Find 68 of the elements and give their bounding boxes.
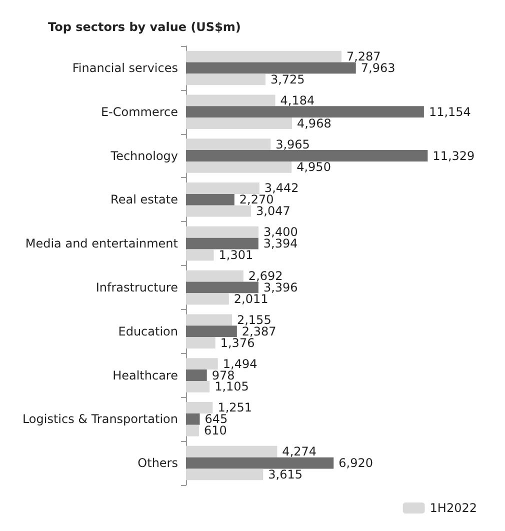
y-tick-label: Financial services <box>72 60 178 75</box>
data-label: 3,400 <box>264 225 298 240</box>
data-label: 11,329 <box>432 148 475 163</box>
data-label: 978 <box>212 368 235 382</box>
chart-title: Top sectors by value (US$m) <box>48 20 241 34</box>
bar <box>186 413 200 425</box>
data-label: 4,274 <box>282 444 317 459</box>
bar <box>186 468 264 480</box>
data-label: 2,155 <box>236 312 272 327</box>
bar <box>186 314 232 326</box>
data-label: 1,105 <box>214 380 249 394</box>
bar <box>186 50 342 62</box>
y-tick-label: Real estate <box>110 192 178 207</box>
bar <box>186 118 292 129</box>
y-tick-label: Media and entertainment <box>25 236 178 251</box>
y-tick-label: Healthcare <box>112 368 178 382</box>
data-label: 3,725 <box>270 72 305 86</box>
bar <box>186 358 218 370</box>
data-label: 645 <box>204 412 228 426</box>
bar <box>186 270 244 282</box>
data-label: 2,270 <box>239 192 274 207</box>
bar <box>186 293 229 305</box>
data-label: 1,301 <box>218 248 254 262</box>
data-label: 2,387 <box>242 324 276 338</box>
data-label: 3,615 <box>268 467 302 482</box>
y-tick-label: Infrastructure <box>96 280 178 294</box>
bar <box>186 205 252 217</box>
bar <box>186 457 334 469</box>
bar <box>186 337 216 348</box>
bar <box>186 446 278 458</box>
data-label: 3,047 <box>256 204 290 218</box>
bar <box>186 138 271 150</box>
bar <box>186 424 200 436</box>
bar <box>186 249 214 261</box>
data-label: 1,376 <box>220 336 255 350</box>
bar <box>186 94 276 106</box>
bar <box>186 74 266 86</box>
bar <box>186 150 428 162</box>
y-tick-label: Others <box>138 456 178 470</box>
bar <box>186 182 260 194</box>
data-label: 2,011 <box>234 292 268 306</box>
y-tick-label: Education <box>118 324 178 338</box>
y-tick-label: Logistics & Transportation <box>22 412 178 426</box>
bar <box>186 326 237 338</box>
data-label: 610 <box>204 424 227 438</box>
bar <box>186 238 258 250</box>
bar <box>186 194 234 206</box>
bar <box>186 106 424 118</box>
legend-label: 1H2022 <box>430 501 478 515</box>
bar <box>186 62 356 74</box>
data-label: 3,965 <box>276 137 310 152</box>
bar <box>186 402 213 414</box>
data-label: 11,154 <box>428 104 471 119</box>
bar <box>186 370 207 381</box>
bar <box>186 282 258 294</box>
data-label: 3,394 <box>263 236 298 251</box>
bar <box>186 380 210 392</box>
data-label: 4,950 <box>296 160 331 174</box>
y-tick-label: Technology <box>110 148 178 163</box>
y-tick-label: E-Commerce <box>100 104 178 119</box>
data-label: 4,968 <box>296 116 332 130</box>
data-label: 3,442 <box>264 181 299 196</box>
data-label: 1,494 <box>222 356 258 371</box>
data-label: 4,184 <box>280 93 315 108</box>
data-label: 1,251 <box>218 400 252 415</box>
bar <box>186 226 259 238</box>
bar <box>186 161 292 173</box>
data-label: 6,920 <box>338 456 373 470</box>
